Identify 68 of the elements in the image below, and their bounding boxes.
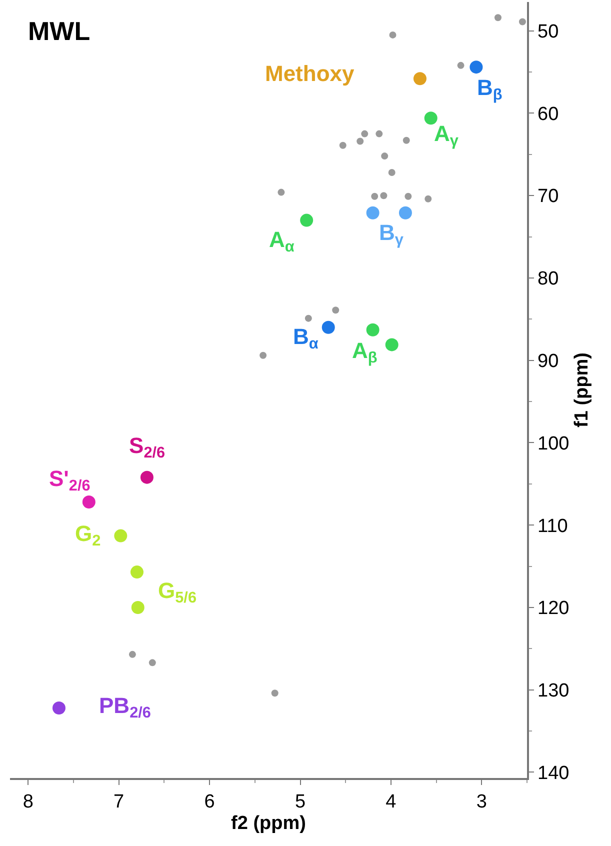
y-tick-label: 110 xyxy=(538,516,568,537)
point xyxy=(518,18,526,26)
point xyxy=(114,529,128,542)
point xyxy=(424,112,438,125)
point xyxy=(470,60,483,74)
point xyxy=(413,72,426,86)
series-label: A$_{β}$ xyxy=(352,338,378,367)
y-tick-label: 100 xyxy=(538,433,570,454)
point xyxy=(404,192,412,200)
point xyxy=(376,130,383,138)
x-tick-label: 7 xyxy=(114,792,124,813)
point xyxy=(322,320,335,334)
series-label: A$_{γ}$ xyxy=(434,121,459,150)
point xyxy=(339,142,346,149)
x-tick-label: 8 xyxy=(22,792,34,813)
y-tick-label: 130 xyxy=(538,680,570,702)
point xyxy=(366,206,380,220)
point xyxy=(260,352,267,359)
point xyxy=(424,195,432,202)
point xyxy=(385,338,398,352)
point xyxy=(131,600,144,614)
point xyxy=(140,470,154,484)
x-tick-label: 5 xyxy=(294,792,306,813)
point xyxy=(278,188,285,196)
point xyxy=(371,192,378,200)
point xyxy=(304,314,312,322)
x-tick-label: 4 xyxy=(386,792,397,813)
x-axis-title: f2 (ppm) xyxy=(231,812,306,834)
point xyxy=(398,206,412,220)
point xyxy=(82,496,96,509)
series-label: S'$_{2/6}$ xyxy=(49,466,90,495)
point xyxy=(381,152,388,160)
y-tick-label: 60 xyxy=(538,104,559,125)
point xyxy=(361,130,368,138)
series-label: PB$_{2/6}$ xyxy=(99,693,151,722)
series-label: G$_{5/6}$ xyxy=(158,578,197,607)
point xyxy=(130,566,144,579)
y-tick-label: 140 xyxy=(538,762,570,784)
series-label: G$_{2}$ xyxy=(75,521,101,550)
x-tick-label: 6 xyxy=(204,792,215,813)
y-tick-label: 70 xyxy=(538,186,559,208)
point xyxy=(402,136,410,144)
point xyxy=(148,659,156,666)
series-label: A$_{α}$ xyxy=(269,227,295,256)
point xyxy=(380,192,388,200)
y-tick-label: 50 xyxy=(538,21,559,42)
point xyxy=(332,306,340,314)
point xyxy=(356,138,364,145)
text: MWL xyxy=(28,16,90,46)
text: Methoxy xyxy=(265,61,355,86)
series-label: B$_{β}$ xyxy=(477,75,502,104)
point xyxy=(457,62,464,69)
x-tick-label: 3 xyxy=(476,792,487,813)
series-label: B$_{α}$ xyxy=(293,324,319,353)
series-label: B$_{γ}$ xyxy=(379,220,404,249)
series-label: S$_{2/6}$ xyxy=(129,433,166,462)
point xyxy=(128,650,136,658)
point xyxy=(388,169,396,176)
y-axis-title: f1 (ppm) xyxy=(572,352,593,428)
point xyxy=(52,701,66,714)
y-tick-label: 90 xyxy=(538,350,559,372)
point xyxy=(300,214,314,227)
point xyxy=(494,14,502,22)
point xyxy=(389,31,396,38)
y-tick-label: 120 xyxy=(538,598,570,620)
point xyxy=(271,690,278,697)
point xyxy=(366,323,380,336)
y-tick-label: 80 xyxy=(538,268,559,290)
